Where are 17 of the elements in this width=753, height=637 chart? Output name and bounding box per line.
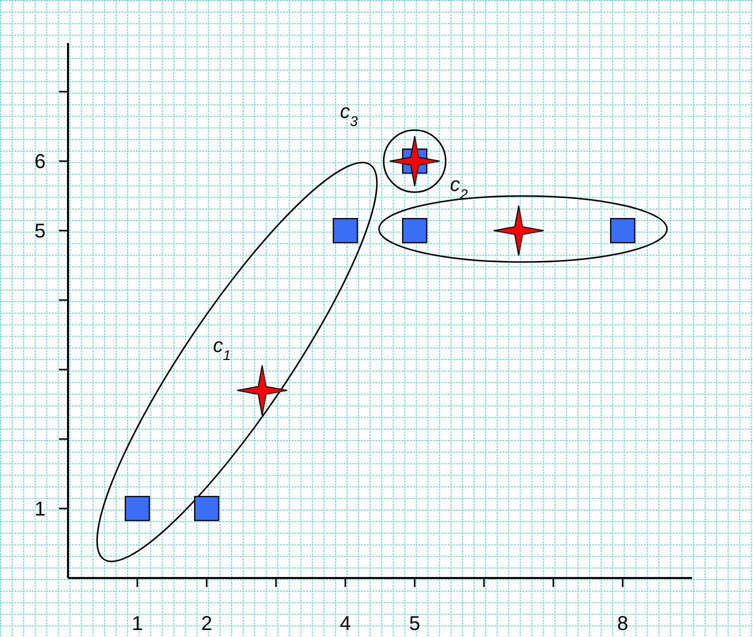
x-tick-label: 1 (132, 613, 143, 635)
point (332, 218, 358, 244)
y-tick-label: 6 (34, 151, 46, 174)
x-tick-label: 2 (201, 613, 212, 635)
x-tick-label: 4 (340, 613, 351, 635)
point (402, 218, 428, 244)
point (493, 205, 544, 256)
annotation: c$_{1}$ (213, 335, 231, 363)
y-tick-label: 1 (34, 498, 46, 521)
point (194, 496, 220, 522)
annotation: c$_{3}$ (340, 101, 358, 129)
y-tick-label: 5 (34, 220, 46, 243)
x-tick-label: 5 (409, 613, 420, 635)
point (610, 218, 636, 244)
point (124, 496, 150, 522)
point (236, 364, 288, 416)
x-tick-label: 8 (617, 613, 628, 635)
